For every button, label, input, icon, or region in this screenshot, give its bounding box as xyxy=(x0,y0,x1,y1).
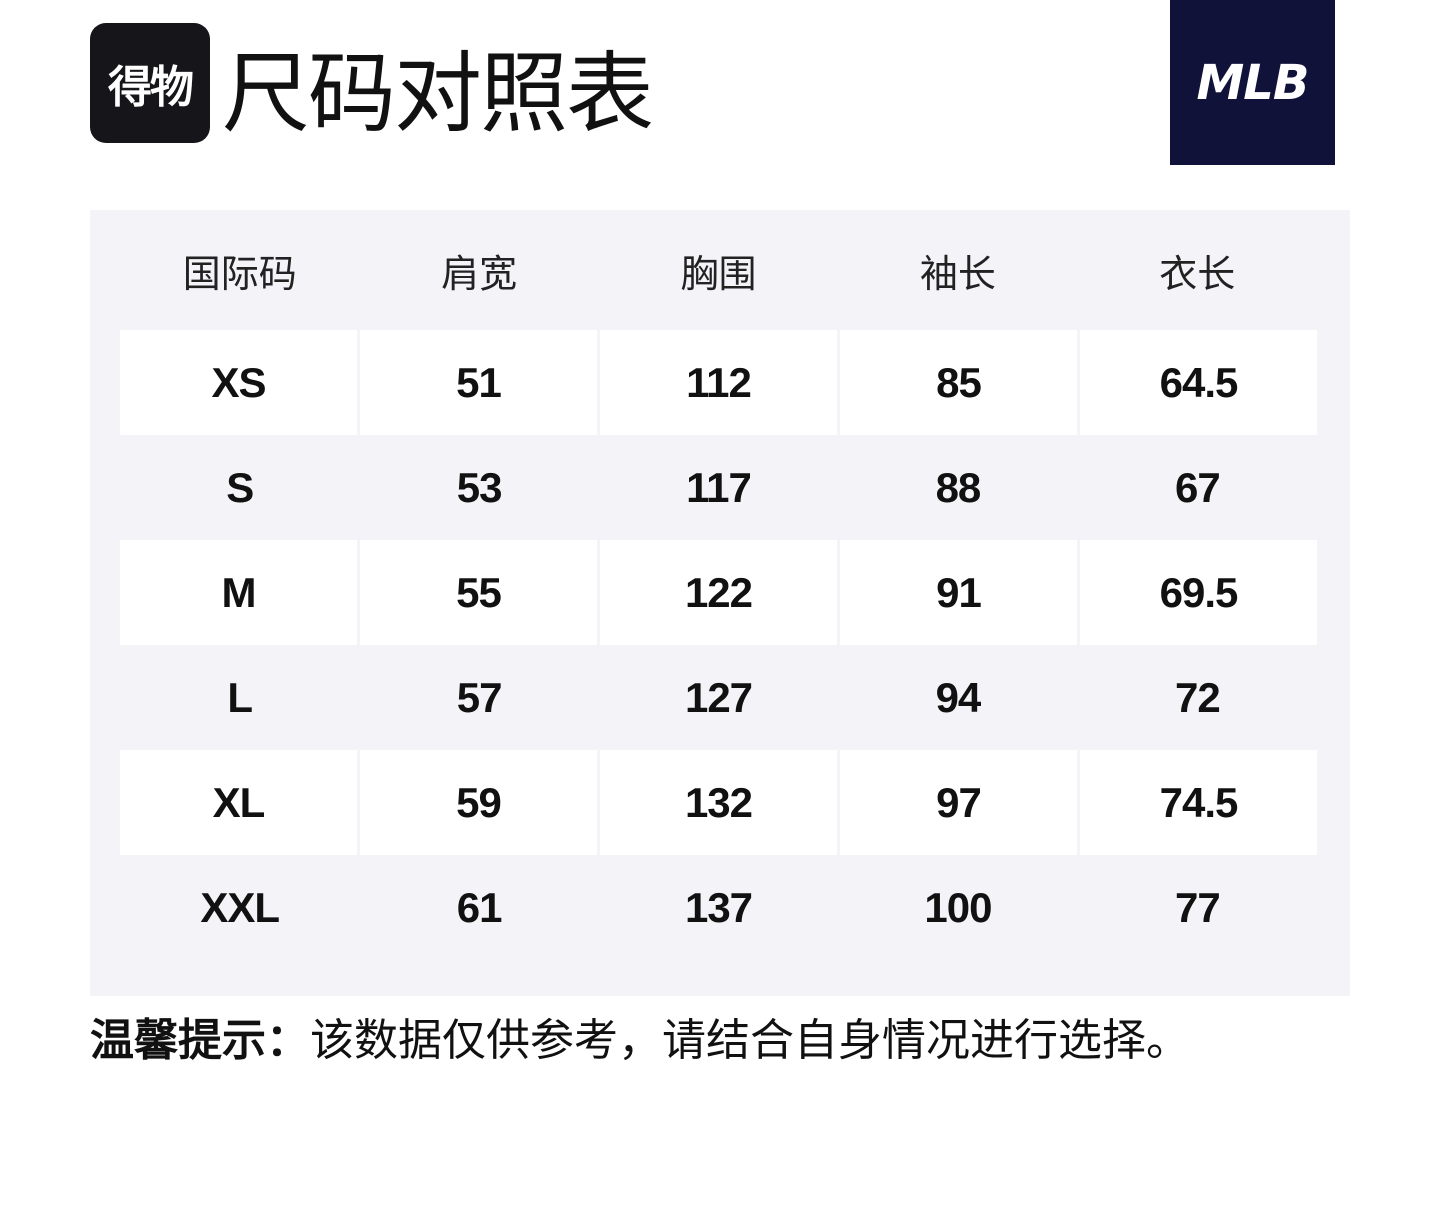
table-cell: M xyxy=(120,540,357,645)
column-header-shoulder: 肩宽 xyxy=(441,251,518,296)
table-row: S 53 117 88 67 xyxy=(120,435,1317,540)
tip-text: 该数据仅供参考，请结合自身情况进行选择。 xyxy=(310,1015,1190,1066)
table-row: M 55 122 91 69.5 xyxy=(120,540,1317,645)
table-row: XL 59 132 97 74.5 xyxy=(120,750,1317,855)
column-header-length: 衣长 xyxy=(1159,251,1236,296)
table-cell: 67 xyxy=(1174,463,1221,511)
size-table: 国际码 肩宽 胸围 袖长 衣长 XS 51 112 85 64.5 S 53 1… xyxy=(90,210,1350,996)
table-cell: XL xyxy=(120,750,357,855)
table-cell: 122 xyxy=(600,540,837,645)
table-cell: 53 xyxy=(456,463,503,511)
table-cell: 97 xyxy=(840,750,1077,855)
column-header-chest: 胸围 xyxy=(680,251,757,296)
page-title: 尺码对照表 xyxy=(222,42,654,145)
table-cell: 74.5 xyxy=(1080,750,1317,855)
table-header-row: 国际码 肩宽 胸围 袖长 衣长 xyxy=(120,230,1317,310)
table-cell: 51 xyxy=(360,330,597,435)
table-row: XS 51 112 85 64.5 xyxy=(120,330,1317,435)
table-cell: 77 xyxy=(1174,883,1221,931)
table-cell: 127 xyxy=(684,673,753,721)
table-cell: 91 xyxy=(840,540,1077,645)
table-cell: 72 xyxy=(1174,673,1221,721)
table-cell: 100 xyxy=(924,883,992,931)
table-row: XXL 61 137 100 77 xyxy=(120,855,1317,960)
table-cell: 117 xyxy=(686,463,752,511)
table-cell: 132 xyxy=(600,750,837,855)
table-cell: 59 xyxy=(360,750,597,855)
tip-label: 温馨提示： xyxy=(90,1015,310,1066)
table-cell: 69.5 xyxy=(1080,540,1317,645)
column-header-size: 国际码 xyxy=(182,251,297,296)
table-cell: 55 xyxy=(360,540,597,645)
table-cell: L xyxy=(227,673,253,721)
table-cell: XXL xyxy=(200,883,280,931)
table-cell: 64.5 xyxy=(1080,330,1317,435)
dewu-logo: 得物 xyxy=(90,23,210,143)
table-cell: 57 xyxy=(456,673,503,721)
brand-logo: MLB xyxy=(1170,0,1335,165)
logo-text: 得物 xyxy=(108,62,194,113)
tip-note: 温馨提示：该数据仅供参考，请结合自身情况进行选择。 xyxy=(90,1008,1190,1074)
table-cell: 61 xyxy=(456,883,503,931)
brand-logo-text: MLB xyxy=(1196,54,1310,111)
table-cell: 88 xyxy=(935,463,982,511)
table-cell: S xyxy=(226,463,254,511)
table-row: L 57 127 94 72 xyxy=(120,645,1317,750)
table-cell: 94 xyxy=(935,673,982,721)
table-body: XS 51 112 85 64.5 S 53 117 88 67 M 55 12… xyxy=(120,330,1317,960)
table-cell: XS xyxy=(120,330,357,435)
table-cell: 137 xyxy=(684,883,753,931)
table-cell: 112 xyxy=(600,330,837,435)
column-header-sleeve: 袖长 xyxy=(919,251,996,296)
table-cell: 85 xyxy=(840,330,1077,435)
